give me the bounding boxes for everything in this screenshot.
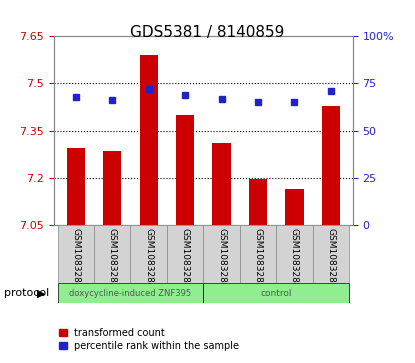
Bar [249, 179, 267, 225]
Bar [139, 55, 158, 225]
Text: GSM1083288: GSM1083288 [290, 228, 299, 289]
Text: GSM1083284: GSM1083284 [144, 228, 153, 289]
Text: GDS5381 / 8140859: GDS5381 / 8140859 [130, 25, 285, 40]
Text: protocol: protocol [4, 288, 49, 298]
Bar [67, 148, 85, 225]
FancyBboxPatch shape [312, 225, 349, 283]
FancyBboxPatch shape [203, 225, 240, 283]
Text: GSM1083282: GSM1083282 [71, 228, 81, 289]
FancyBboxPatch shape [240, 225, 276, 283]
FancyBboxPatch shape [130, 225, 167, 283]
FancyBboxPatch shape [94, 225, 130, 283]
Bar [103, 151, 121, 225]
FancyBboxPatch shape [58, 225, 94, 283]
FancyBboxPatch shape [167, 225, 203, 283]
Bar [176, 115, 194, 225]
FancyBboxPatch shape [276, 225, 312, 283]
Text: GSM1083286: GSM1083286 [217, 228, 226, 289]
Bar [322, 106, 340, 225]
Text: GSM1083287: GSM1083287 [254, 228, 263, 289]
Bar [286, 189, 303, 225]
Text: GSM1083289: GSM1083289 [326, 228, 335, 289]
Text: doxycycline-induced ZNF395: doxycycline-induced ZNF395 [69, 289, 192, 298]
Text: control: control [261, 289, 292, 298]
FancyBboxPatch shape [203, 283, 349, 303]
Bar [212, 143, 231, 225]
Legend: transformed count, percentile rank within the sample: transformed count, percentile rank withi… [59, 328, 239, 351]
FancyBboxPatch shape [58, 283, 203, 303]
Text: ▶: ▶ [37, 288, 46, 298]
Text: GSM1083283: GSM1083283 [108, 228, 117, 289]
Text: GSM1083285: GSM1083285 [181, 228, 190, 289]
